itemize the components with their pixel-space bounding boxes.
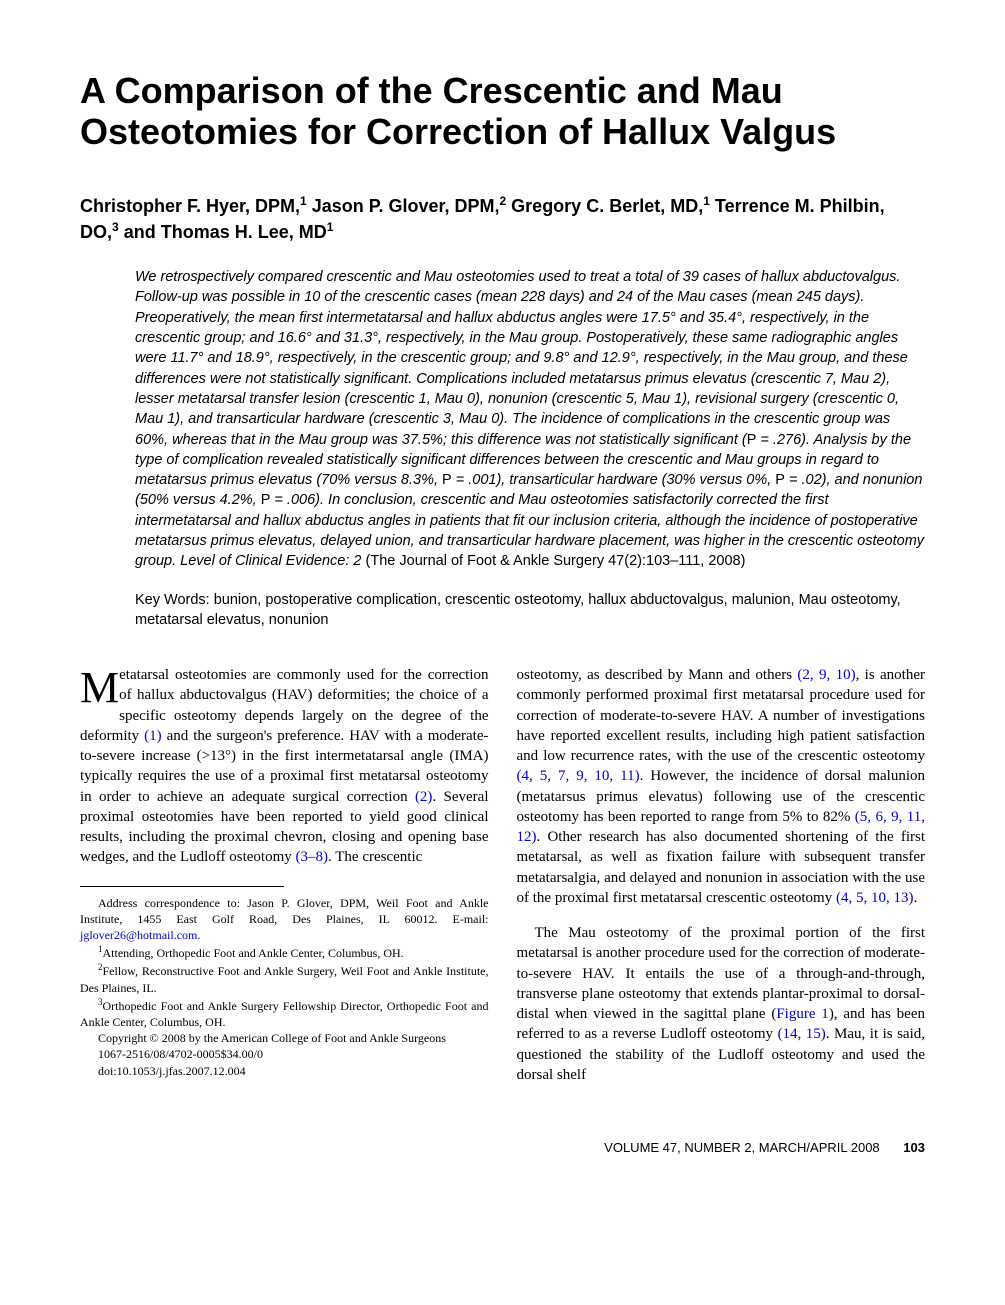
affiliation-1-text: Attending, Orthopedic Foot and Ankle Cen… bbox=[103, 946, 404, 960]
ref-link-3-8[interactable]: (3–8) bbox=[296, 849, 329, 865]
correspondence-text: Address correspondence to: Jason P. Glov… bbox=[80, 896, 489, 926]
abstract-text-1: We retrospectively compared crescentic a… bbox=[135, 269, 908, 447]
page-number: 103 bbox=[903, 1140, 925, 1155]
ref-link-2-9-10[interactable]: (2, 9, 10) bbox=[797, 667, 855, 683]
footnotes: Address correspondence to: Jason P. Glov… bbox=[80, 895, 489, 1079]
keywords-list: bunion, postoperative complication, cres… bbox=[135, 592, 901, 628]
copyright-line: Copyright © 2008 by the American College… bbox=[80, 1030, 489, 1046]
ref-link-2[interactable]: (2) bbox=[415, 789, 433, 805]
abstract-text-3: = .001), transarticular hardware (30% ve… bbox=[452, 472, 776, 488]
ref-link-1[interactable]: (1) bbox=[144, 728, 162, 744]
page: A Comparison of the Crescentic and Mau O… bbox=[0, 0, 1005, 1205]
affiliation-2-text: Fellow, Reconstructive Foot and Ankle Su… bbox=[80, 964, 489, 994]
affiliation-2: 2Fellow, Reconstructive Foot and Ankle S… bbox=[80, 961, 489, 995]
journal-reference: (The Journal of Foot & Ankle Surgery 47(… bbox=[366, 553, 746, 569]
affiliation-3-text: Orthopedic Foot and Ankle Surgery Fellow… bbox=[80, 999, 489, 1029]
abstract-p3: P bbox=[775, 472, 785, 488]
figure-1-link[interactable]: Figure 1 bbox=[776, 1006, 828, 1022]
body-columns: Metatarsal osteotomies are commonly used… bbox=[80, 665, 925, 1100]
abstract-p2: P bbox=[442, 472, 452, 488]
keywords: Key Words: bunion, postoperative complic… bbox=[135, 590, 925, 631]
dropcap: M bbox=[80, 665, 119, 706]
issn-line: 1067-2516/08/4702-0005$34.00/0 bbox=[80, 1046, 489, 1062]
affiliation-1: 1Attending, Orthopedic Foot and Ankle Ce… bbox=[80, 943, 489, 961]
ref-link-14-15[interactable]: (14, 15) bbox=[778, 1026, 826, 1042]
doi-line: doi:10.1053/j.jfas.2007.12.004 bbox=[80, 1063, 489, 1079]
ref-link-4-11[interactable]: (4, 5, 7, 9, 10, 11) bbox=[517, 768, 640, 784]
affiliation-3: 3Orthopedic Foot and Ankle Surgery Fello… bbox=[80, 996, 489, 1030]
column-right: osteotomy, as described by Mann and othe… bbox=[517, 665, 926, 1100]
footer-volume: VOLUME 47, NUMBER 2, MARCH/APRIL 2008 bbox=[604, 1140, 880, 1155]
col2-para1-5: . bbox=[913, 890, 917, 906]
ref-link-4-13[interactable]: (4, 5, 10, 13) bbox=[836, 890, 914, 906]
page-footer: VOLUME 47, NUMBER 2, MARCH/APRIL 2008 10… bbox=[80, 1140, 925, 1155]
column-left: Metatarsal osteotomies are commonly used… bbox=[80, 665, 489, 1100]
footnote-separator bbox=[80, 886, 284, 887]
abstract-p4: P bbox=[261, 492, 271, 508]
col2-para1-1: osteotomy, as described by Mann and othe… bbox=[517, 667, 798, 683]
article-title: A Comparison of the Crescentic and Mau O… bbox=[80, 70, 925, 153]
authors-line: Christopher F. Hyer, DPM,1 Jason P. Glov… bbox=[80, 193, 925, 245]
col1-text-4: . The crescentic bbox=[328, 849, 422, 865]
correspondence-email[interactable]: jglover26@hotmail.com. bbox=[80, 928, 200, 942]
keywords-label: Key Words: bbox=[135, 592, 210, 608]
correspondence-note: Address correspondence to: Jason P. Glov… bbox=[80, 895, 489, 944]
abstract-p1: P bbox=[747, 432, 757, 448]
abstract: We retrospectively compared crescentic a… bbox=[135, 267, 925, 571]
